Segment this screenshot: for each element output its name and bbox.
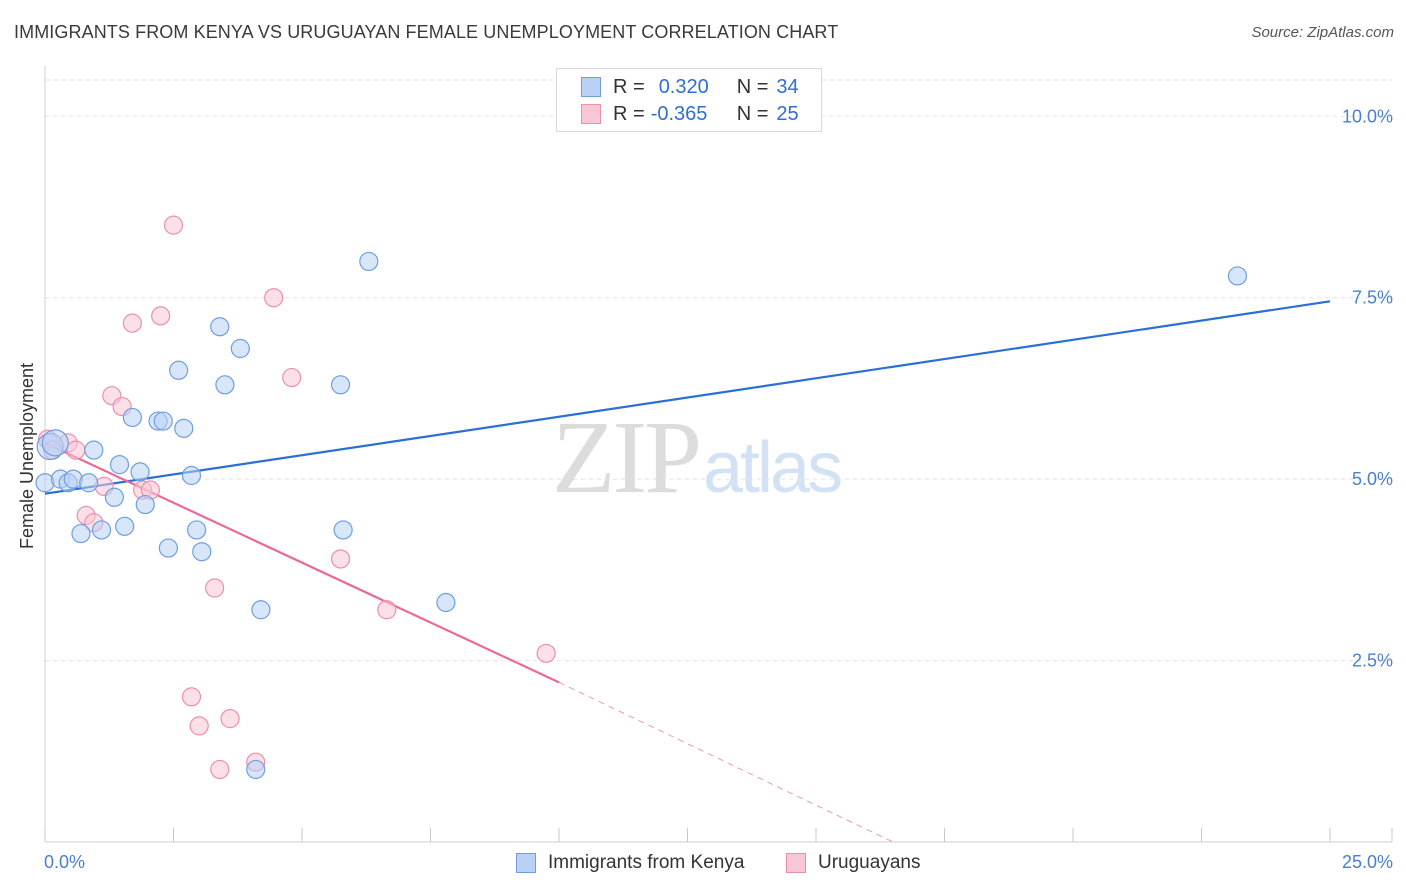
stats-legend: R = 0.320 N = 34 R = -0.365 N = 25 <box>556 68 822 132</box>
watermark-atlas: atlas <box>703 428 843 508</box>
kenya-point <box>115 516 135 536</box>
chart-title: IMMIGRANTS FROM KENYA VS URUGUAYAN FEMAL… <box>14 22 839 42</box>
uruguayans-point <box>264 288 284 308</box>
uruguayans-point <box>181 687 202 707</box>
legend-label-uruguayans: Uruguayans <box>818 852 921 873</box>
kenya-point <box>41 429 69 457</box>
uruguayans-point <box>151 306 171 326</box>
zipatlas-watermark: ZIPatlas <box>552 398 843 517</box>
axes <box>44 66 1393 843</box>
kenya-legend-swatch-icon <box>516 853 536 873</box>
kenya-point <box>174 418 194 438</box>
kenya-point <box>71 523 91 544</box>
kenya-point <box>84 440 104 460</box>
kenya-swatch-icon <box>581 77 601 97</box>
kenya-point <box>91 520 112 540</box>
legend-item-kenya[interactable]: Immigrants from Kenya <box>516 852 744 874</box>
uruguayans-point <box>330 549 351 569</box>
x-tick-label: 25.0% <box>1342 852 1393 872</box>
r-value: 0.320 <box>658 75 709 98</box>
kenya-point <box>333 520 353 540</box>
trend-lines <box>44 300 1331 843</box>
kenya-point <box>104 487 124 507</box>
y-tick-label: 10.0% <box>1342 106 1393 126</box>
uruguayans-point <box>220 709 240 729</box>
uruguayans-trend-extension <box>558 681 894 843</box>
kenya-point <box>436 592 456 613</box>
source-label: Source: ZipAtlas.com <box>1251 24 1394 41</box>
grid-lines <box>45 79 1392 662</box>
r-value: -0.365 <box>650 102 708 125</box>
kenya-point <box>359 251 379 272</box>
uruguayans-point <box>122 313 142 333</box>
n-value: 25 <box>776 102 799 125</box>
kenya-point <box>130 462 150 482</box>
stats-row-uruguayans: R = -0.365 N = 25 <box>581 102 799 126</box>
kenya-point <box>153 411 173 431</box>
y-tick-label: 7.5% <box>1352 288 1393 308</box>
kenya-point <box>210 317 230 337</box>
uruguayans-point <box>377 600 397 620</box>
uruguayans-point <box>163 215 184 235</box>
kenya-point <box>330 375 351 395</box>
axis-labels: 2.5% 5.0% 7.5% 10.0% 0.0% 25.0% Female Unemplo… <box>17 106 1393 872</box>
uruguayans-point <box>189 716 209 736</box>
kenya-point <box>192 542 212 562</box>
x-tick-label: 0.0% <box>44 852 85 872</box>
uruguayans-point <box>536 643 556 663</box>
kenya-point <box>215 375 235 395</box>
y-tick-label: 5.0% <box>1352 469 1393 489</box>
kenya-trend-line <box>44 300 1331 495</box>
watermark-zip: ZIP <box>552 400 702 515</box>
uruguayans-trend-line <box>44 441 560 684</box>
kenya-point <box>230 338 250 359</box>
n-label: N = <box>736 75 769 98</box>
kenya-point <box>109 455 130 475</box>
kenya-point <box>187 520 207 540</box>
kenya-point <box>1227 266 1248 286</box>
kenya-point <box>135 494 155 515</box>
uruguayans-point <box>205 578 225 598</box>
r-label: R = <box>613 75 645 98</box>
kenya-point <box>158 538 178 558</box>
data-points <box>35 215 1248 780</box>
legend-label-kenya: Immigrants from Kenya <box>548 852 745 873</box>
stats-row-kenya: R = 0.320 N = 34 <box>581 75 799 99</box>
y-axis-label: Female Unemployment <box>17 363 37 549</box>
r-label: R = <box>613 102 645 125</box>
series-legend: Immigrants from Kenya Uruguayans <box>0 852 1406 878</box>
y-tick-label: 2.5% <box>1352 651 1393 671</box>
uruguayans-legend-swatch-icon <box>786 853 806 873</box>
kenya-point <box>169 360 189 380</box>
uruguayans-point <box>282 367 302 388</box>
kenya-point <box>122 407 142 428</box>
uruguayans-point <box>66 440 86 460</box>
kenya-point <box>181 465 202 486</box>
n-value: 34 <box>776 75 799 98</box>
uruguayans-swatch-icon <box>581 104 601 124</box>
kenya-point <box>246 759 266 780</box>
kenya-point <box>251 600 271 620</box>
uruguayans-point <box>210 759 230 780</box>
n-label: N = <box>736 102 769 125</box>
legend-item-uruguayans[interactable]: Uruguayans <box>786 852 920 874</box>
kenya-point <box>79 473 99 493</box>
